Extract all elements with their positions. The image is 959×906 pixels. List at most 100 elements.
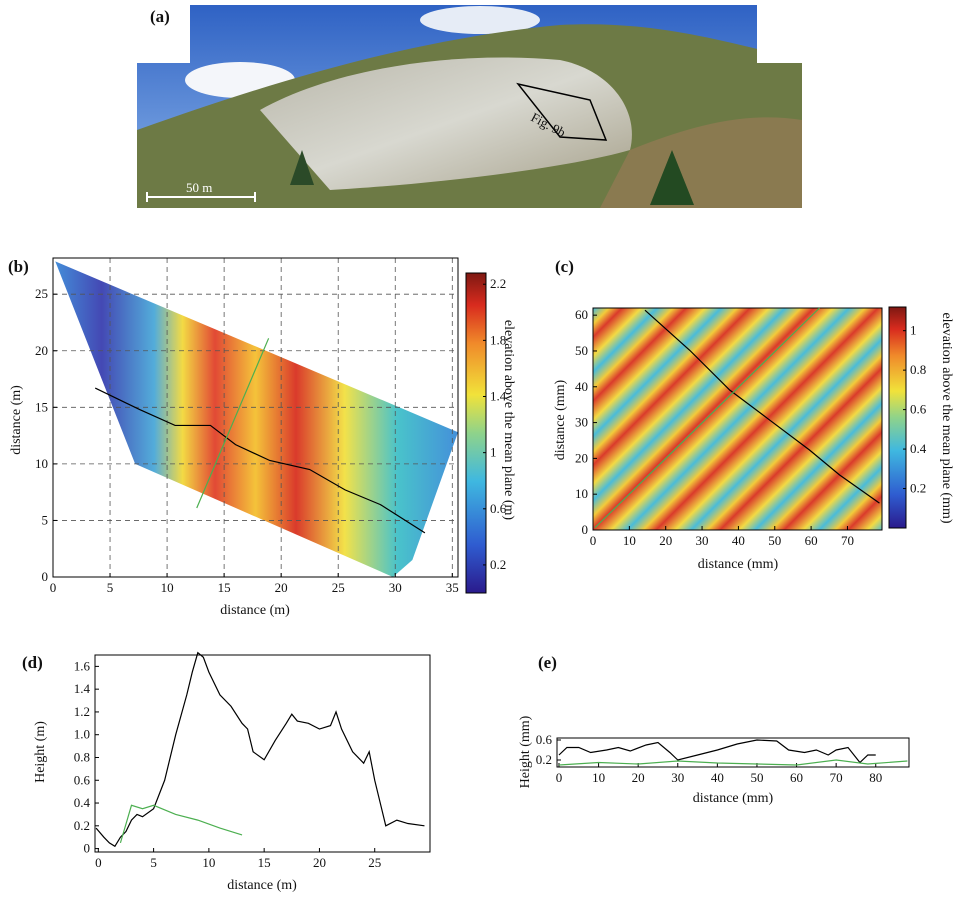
x-axis-label: distance (mm) xyxy=(693,791,774,806)
colorbar-tick-label: 1.4 xyxy=(490,389,507,404)
x-tick-label: 5 xyxy=(150,855,157,870)
x-tick-label: 10 xyxy=(202,855,215,870)
y-tick-label: 0 xyxy=(84,841,91,856)
x-axis-label: distance (m) xyxy=(220,603,290,618)
photo xyxy=(137,5,802,208)
x-tick-label: 10 xyxy=(623,533,636,548)
y-axis-label: distance (mm) xyxy=(553,379,568,460)
x-tick-label: 50 xyxy=(750,770,763,785)
x-tick-label: 0 xyxy=(50,580,57,595)
y-tick-label: 60 xyxy=(575,307,588,322)
x-tick-label: 70 xyxy=(841,533,854,548)
x-tick-label: 25 xyxy=(368,855,381,870)
panel: 0 5 10 15 20 25 0 0.2 0.4 0.6 0.8 1.0 1.2 1.4 1.6 (d) di… xyxy=(22,651,431,893)
x-tick-label: 40 xyxy=(711,770,724,785)
y-tick-label: 0 xyxy=(42,569,49,584)
y-tick-label: 1.2 xyxy=(74,704,90,719)
y-axis-label: Height (m) xyxy=(33,721,48,783)
colorbar-tick-label: 0.8 xyxy=(910,362,926,377)
panel-label: (c) xyxy=(555,257,574,276)
series-line xyxy=(644,309,880,504)
series-line xyxy=(558,759,908,766)
colorbar-tick-label: 0.4 xyxy=(910,441,927,456)
series-line xyxy=(594,307,820,529)
colorbar-tick-label: 0.6 xyxy=(490,501,507,516)
y-tick-label: 50 xyxy=(575,343,588,358)
x-tick-label: 30 xyxy=(671,770,684,785)
y-tick-label: 5 xyxy=(42,512,49,527)
axes-frame xyxy=(556,737,910,768)
y-tick-label: 30 xyxy=(575,415,588,430)
colorbar-label: elevation above the mean plane (m) xyxy=(501,320,516,521)
x-tick-label: 15 xyxy=(258,855,271,870)
y-tick-label: 0.2 xyxy=(74,818,90,833)
panel-label: (d) xyxy=(22,653,43,672)
x-tick-label: 20 xyxy=(313,855,326,870)
x-tick-label: 25 xyxy=(332,580,345,595)
y-tick-label: 1.4 xyxy=(74,681,91,696)
x-tick-label: 20 xyxy=(659,533,672,548)
y-tick-label: 1.0 xyxy=(74,727,90,742)
x-tick-label: 60 xyxy=(805,533,818,548)
x-tick-label: 10 xyxy=(161,580,174,595)
panel: 0 5 10 15 20 25 30 35 0 5 10 15 20 25 0.2 0.6 1 1.4 1.8 2.2… xyxy=(8,257,516,618)
y-tick-label: 10 xyxy=(35,456,48,471)
y-tick-label: 15 xyxy=(35,399,48,414)
x-axis-label: distance (mm) xyxy=(698,557,779,572)
x-tick-label: 35 xyxy=(446,580,459,595)
y-tick-label: 0.8 xyxy=(74,749,90,764)
colorbar-tick-label: 2.2 xyxy=(490,276,506,291)
x-tick-label: 5 xyxy=(107,580,114,595)
series-line xyxy=(119,804,243,844)
colorbar-tick-label: 0.2 xyxy=(490,557,506,572)
y-tick-label: 10 xyxy=(575,486,588,501)
colorbar-tick-label: 1.8 xyxy=(490,332,506,347)
y-tick-label: 0.2 xyxy=(536,752,552,767)
x-axis-label: distance (m) xyxy=(227,878,297,893)
series-line xyxy=(94,387,426,534)
series-line xyxy=(196,338,270,509)
panel-label: (a) xyxy=(150,7,170,26)
panel-label: (b) xyxy=(8,257,29,276)
colorbar-tick-label: 1 xyxy=(910,323,917,338)
x-tick-label: 40 xyxy=(732,533,745,548)
x-tick-label: 15 xyxy=(218,580,231,595)
x-tick-label: 0 xyxy=(590,533,597,548)
y-axis-label: distance (m) xyxy=(9,385,24,455)
axes-frame xyxy=(94,654,431,853)
colorbar-label: elevation above the mean plane (mm) xyxy=(939,312,954,523)
x-tick-label: 30 xyxy=(696,533,709,548)
x-tick-label: 0 xyxy=(95,855,102,870)
colorbar xyxy=(888,306,907,529)
series-line xyxy=(95,651,425,848)
x-tick-label: 20 xyxy=(632,770,645,785)
axes-frame xyxy=(52,257,459,578)
y-tick-label: 40 xyxy=(575,379,588,394)
x-tick-label: 20 xyxy=(275,580,288,595)
x-tick-label: 0 xyxy=(556,770,563,785)
x-tick-label: 60 xyxy=(790,770,803,785)
y-tick-label: 1.6 xyxy=(74,658,91,673)
y-tick-label: 25 xyxy=(35,286,48,301)
panel-label: (e) xyxy=(538,653,557,672)
y-tick-label: 20 xyxy=(35,343,48,358)
x-tick-label: 80 xyxy=(869,770,882,785)
x-tick-label: 50 xyxy=(768,533,781,548)
y-tick-label: 0.6 xyxy=(536,732,553,747)
colorbar-tick-label: 0.6 xyxy=(910,402,927,417)
panel: 0 10 20 30 40 50 60 70 0 10 20 30 40 50 60 0.2 0.4 0.6 0.8… xyxy=(553,257,954,572)
colorbar xyxy=(465,272,487,594)
y-tick-label: 0 xyxy=(582,522,589,537)
y-tick-label: 0.4 xyxy=(74,795,91,810)
y-tick-label: 20 xyxy=(575,450,588,465)
series-line xyxy=(558,739,876,764)
y-axis-label: Height (mm) xyxy=(518,715,533,788)
colorbar-tick-label: 1 xyxy=(490,445,497,460)
x-tick-label: 30 xyxy=(389,580,402,595)
x-tick-label: 10 xyxy=(592,770,605,785)
x-tick-label: 70 xyxy=(830,770,843,785)
surface xyxy=(593,308,882,530)
scale-bar-label: 50 m xyxy=(186,180,212,195)
surface xyxy=(55,261,459,577)
